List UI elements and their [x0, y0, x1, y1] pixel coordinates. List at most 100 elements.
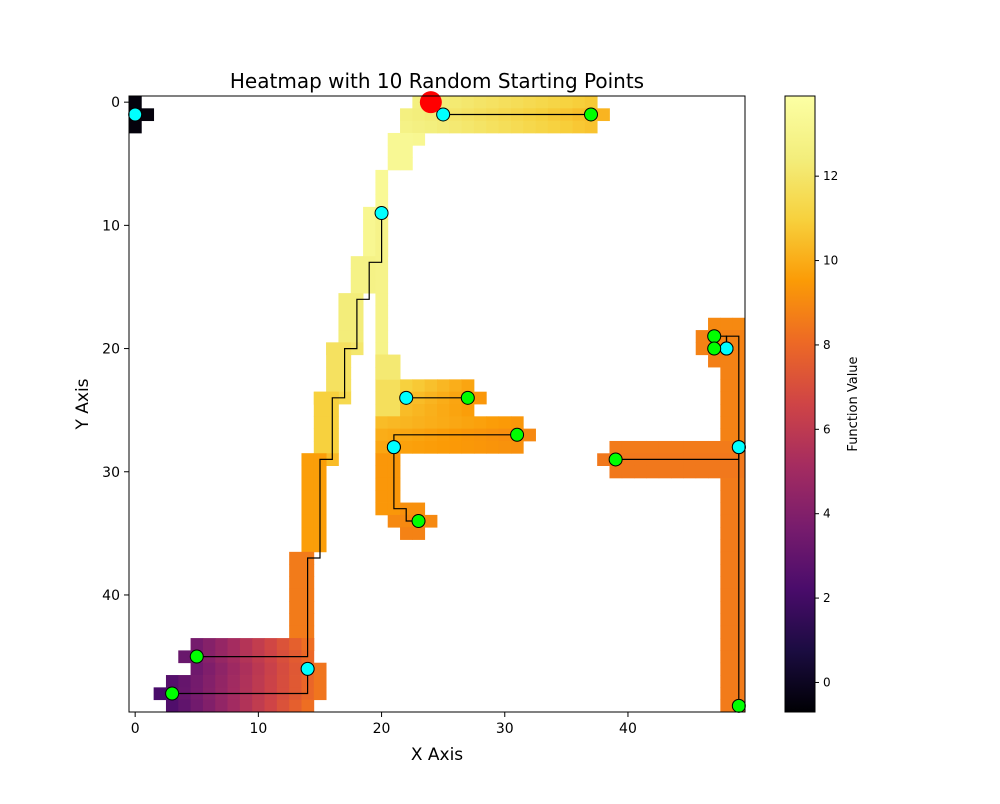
x-tick-label: 40 [619, 721, 637, 737]
heatmap-cell [375, 268, 389, 282]
heatmap-cell [202, 662, 216, 676]
heatmap-cell [720, 477, 734, 491]
heatmap-cell [313, 687, 327, 701]
heatmap-cell [400, 404, 413, 417]
y-tick-label: 10 [102, 218, 120, 234]
heatmap-cell [289, 564, 302, 577]
heatmap-cell [350, 256, 364, 269]
heatmap-cell [387, 354, 401, 368]
heatmap-cell [461, 416, 475, 430]
heatmap-cell [720, 416, 734, 430]
heatmap-cell [301, 477, 315, 491]
heatmap-cell [720, 502, 734, 516]
heatmap-cell [276, 662, 290, 676]
heatmap-cell [338, 293, 352, 306]
y-tick-label: 20 [102, 342, 120, 358]
heatmap-cell [461, 120, 475, 134]
heatmap-cell [720, 588, 734, 602]
heatmap-cell [239, 675, 253, 688]
colorbar-tick-label: 8 [823, 338, 831, 352]
heatmap-cell [276, 638, 290, 651]
heatmap-cell [350, 280, 364, 294]
heatmap-cell [720, 613, 734, 627]
heatmap-cell [301, 514, 315, 528]
heatmap-cell [326, 367, 339, 380]
heatmap-cell [387, 416, 401, 430]
heatmap-cell [141, 108, 155, 122]
heatmap-cell [313, 416, 327, 430]
heatmap-cell [387, 145, 401, 158]
heatmap-cell [412, 502, 426, 516]
heatmap-cell [720, 391, 734, 405]
heatmap-cell [215, 662, 228, 676]
heatmap-cell [387, 391, 401, 405]
heatmap-cell [560, 96, 573, 109]
heatmap-cell [375, 440, 389, 454]
start-point-marker [510, 427, 525, 442]
heatmap-cell [412, 527, 426, 540]
y-axis-label: Y Axis [73, 378, 93, 430]
heatmap-cell [239, 662, 253, 676]
start-point-marker [411, 514, 426, 529]
heatmap-cell [264, 662, 278, 676]
x-axis-label: X Axis [411, 745, 463, 765]
heatmap-cell [190, 675, 204, 688]
path-line [393, 447, 419, 522]
heatmap-cell [289, 551, 302, 565]
heatmap-cell [535, 120, 549, 134]
heatmap-cell [400, 379, 413, 393]
colorbar [784, 95, 816, 713]
heatmap-cell [609, 465, 623, 479]
heatmap-cell [326, 354, 339, 368]
heatmap-cell [400, 416, 413, 430]
heatmap-cell [486, 440, 499, 454]
path-line [196, 213, 383, 658]
heatmap-cell [387, 514, 401, 528]
heatmap-cell [190, 662, 204, 676]
heatmap-cell [473, 391, 487, 405]
heatmap-cell [437, 416, 450, 430]
heatmap-cell [449, 416, 463, 430]
heatmap-cell [720, 564, 734, 577]
heatmap-cell [437, 120, 450, 134]
heatmap-cell [597, 108, 610, 122]
heatmap-cell [695, 440, 709, 454]
heatmap-cell [239, 638, 253, 651]
heatmap-cell [400, 527, 413, 540]
heatmap-cell [720, 539, 734, 553]
heatmap-cell [301, 490, 315, 503]
heatmap-cell [289, 588, 302, 602]
heatmap-cell [424, 404, 438, 417]
heatmap-cell [387, 157, 401, 171]
heatmap-cell [165, 675, 179, 688]
heatmap-cell [720, 428, 734, 442]
heatmap-cell [621, 465, 635, 479]
heatmap-cell [375, 379, 389, 393]
end-point-marker [731, 440, 746, 455]
x-tick-label: 10 [249, 721, 267, 737]
heatmap-cell [375, 490, 389, 503]
heatmap-cell [720, 465, 734, 479]
heatmap-cell [375, 305, 389, 319]
chart-title: Heatmap with 10 Random Starting Points [230, 69, 644, 93]
heatmap-cell [400, 120, 413, 134]
heatmap-cell [338, 330, 352, 343]
heatmap-cell [547, 96, 561, 109]
heatmap-cell [375, 367, 389, 380]
heatmap-cell [720, 354, 734, 368]
colorbar-tick-label: 4 [823, 507, 831, 521]
heatmap-cell [597, 453, 610, 466]
heatmap-cell [708, 354, 721, 368]
end-point-marker [386, 440, 401, 455]
heatmap-cell [227, 675, 241, 688]
heatmap-cell [301, 502, 315, 516]
heatmap-cell [412, 440, 426, 454]
start-point-marker [189, 649, 204, 664]
heatmap-cell [400, 108, 413, 122]
heatmap-cell [412, 120, 426, 134]
heatmap-cell [313, 662, 327, 676]
heatmap-cell [720, 576, 734, 590]
start-point-marker [460, 390, 475, 405]
